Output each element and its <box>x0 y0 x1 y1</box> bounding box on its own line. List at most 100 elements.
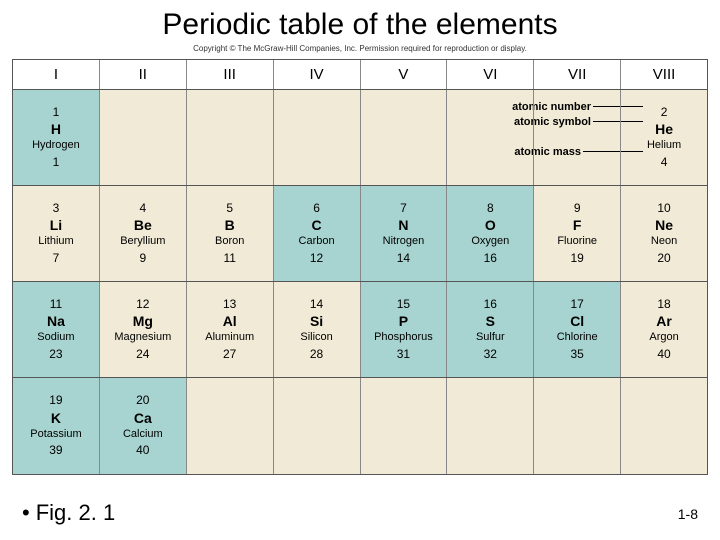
element-name: Helium <box>647 138 681 152</box>
footer: •Fig. 2. 1 1-8 <box>0 500 720 526</box>
element-row: 11NaSodium2312MgMagnesium2413AlAluminum2… <box>13 282 707 378</box>
atomic-number: 11 <box>50 297 62 313</box>
page-title: Periodic table of the elements <box>0 0 720 44</box>
element-cell: 7NNitrogen14 <box>361 186 448 281</box>
element-symbol: Be <box>134 216 152 234</box>
element-symbol: Ca <box>134 409 152 427</box>
element-cell: 12MgMagnesium24 <box>100 282 187 377</box>
element-symbol: O <box>485 216 496 234</box>
atomic-mass: 40 <box>136 443 149 459</box>
element-name: Argon <box>649 330 678 344</box>
column-header: IV <box>274 60 361 89</box>
column-header: VI <box>447 60 534 89</box>
element-symbol: S <box>486 312 495 330</box>
element-cell: 16SSulfur32 <box>447 282 534 377</box>
atomic-mass: 28 <box>310 347 323 363</box>
empty-cell <box>274 90 361 185</box>
periodic-table-container: atomic number atomic symbol atomic mass … <box>0 59 720 475</box>
atomic-number: 13 <box>223 297 236 313</box>
atomic-mass: 40 <box>657 347 670 363</box>
atomic-mass: 27 <box>223 347 236 363</box>
figure-label: •Fig. 2. 1 <box>22 500 115 526</box>
element-cell: 18ArArgon 40 <box>621 282 707 377</box>
element-name: Phosphorus <box>374 330 433 344</box>
element-symbol: B <box>225 216 235 234</box>
atomic-number: 18 <box>657 297 670 313</box>
empty-cell <box>100 90 187 185</box>
element-name: Aluminum <box>205 330 254 344</box>
element-cell: 17ClChlorine 35 <box>534 282 621 377</box>
element-name: Chlorine <box>557 330 598 344</box>
element-cell: 5BBoron11 <box>187 186 274 281</box>
element-symbol: N <box>398 216 408 234</box>
atomic-number: 2 <box>661 105 668 121</box>
element-row: 3LiLithium74BeBeryllium95BBoron116CCarbo… <box>13 186 707 282</box>
column-header: III <box>187 60 274 89</box>
element-cell: 1HHydrogen1 <box>13 90 100 185</box>
element-symbol: Mg <box>133 312 153 330</box>
element-symbol: C <box>312 216 322 234</box>
atomic-number: 7 <box>400 201 407 217</box>
element-name: Lithium <box>38 234 73 248</box>
element-cell: 6CCarbon12 <box>274 186 361 281</box>
element-cell: 20CaCalcium40 <box>100 378 187 474</box>
atomic-number: 3 <box>53 201 60 217</box>
column-header: II <box>100 60 187 89</box>
empty-cell <box>534 378 621 474</box>
element-symbol: He <box>655 120 673 138</box>
atomic-number: 1 <box>53 105 60 121</box>
figure-label-text: Fig. 2. 1 <box>36 500 115 525</box>
atomic-mass: 1 <box>53 155 60 171</box>
atomic-number: 15 <box>397 297 410 313</box>
element-cell: 15PPhosphorus 31 <box>361 282 448 377</box>
page-number: 1-8 <box>678 506 698 526</box>
element-name: Potassium <box>30 427 81 441</box>
element-name: Hydrogen <box>32 138 80 152</box>
bullet-icon: • <box>22 500 30 525</box>
column-header: VII <box>534 60 621 89</box>
element-name: Nitrogen <box>383 234 425 248</box>
empty-cell <box>447 90 534 185</box>
element-symbol: Ar <box>656 312 672 330</box>
element-cell: 19KPotassium39 <box>13 378 100 474</box>
element-name: Sodium <box>37 330 74 344</box>
empty-cell <box>274 378 361 474</box>
element-cell: 4BeBeryllium9 <box>100 186 187 281</box>
column-header: I <box>13 60 100 89</box>
element-cell: 3LiLithium7 <box>13 186 100 281</box>
atomic-mass: 16 <box>484 251 497 267</box>
element-name: Carbon <box>299 234 335 248</box>
element-cell: 10NeNeon20 <box>621 186 707 281</box>
empty-cell <box>187 90 274 185</box>
atomic-number: 12 <box>136 297 149 313</box>
empty-cell <box>534 90 621 185</box>
atomic-number: 16 <box>484 297 497 313</box>
element-name: Fluorine <box>557 234 597 248</box>
atomic-mass: 23 <box>49 347 62 363</box>
empty-cell <box>361 90 448 185</box>
atomic-number: 17 <box>571 297 584 313</box>
atomic-mass: 31 <box>397 347 410 363</box>
atomic-number: 19 <box>49 393 62 409</box>
element-name: Neon <box>651 234 677 248</box>
column-header: V <box>361 60 448 89</box>
empty-cell <box>621 378 707 474</box>
element-symbol: Cl <box>570 312 584 330</box>
element-name: Magnesium <box>114 330 171 344</box>
atomic-mass: 12 <box>310 251 323 267</box>
atomic-mass: 35 <box>571 347 584 363</box>
atomic-mass: 20 <box>657 251 670 267</box>
atomic-mass: 19 <box>571 251 584 267</box>
empty-cell <box>447 378 534 474</box>
atomic-number: 9 <box>574 201 581 217</box>
column-header-row: IIIIIIIVVVIVIIVIII <box>13 60 707 90</box>
element-symbol: P <box>399 312 408 330</box>
element-name: Beryllium <box>120 234 165 248</box>
element-name: Oxygen <box>471 234 509 248</box>
atomic-mass: 7 <box>53 251 60 267</box>
element-cell: 11NaSodium 23 <box>13 282 100 377</box>
element-cell: 13AlAluminum27 <box>187 282 274 377</box>
element-cell: 8OOxygen16 <box>447 186 534 281</box>
element-symbol: Na <box>47 312 65 330</box>
element-name: Boron <box>215 234 244 248</box>
